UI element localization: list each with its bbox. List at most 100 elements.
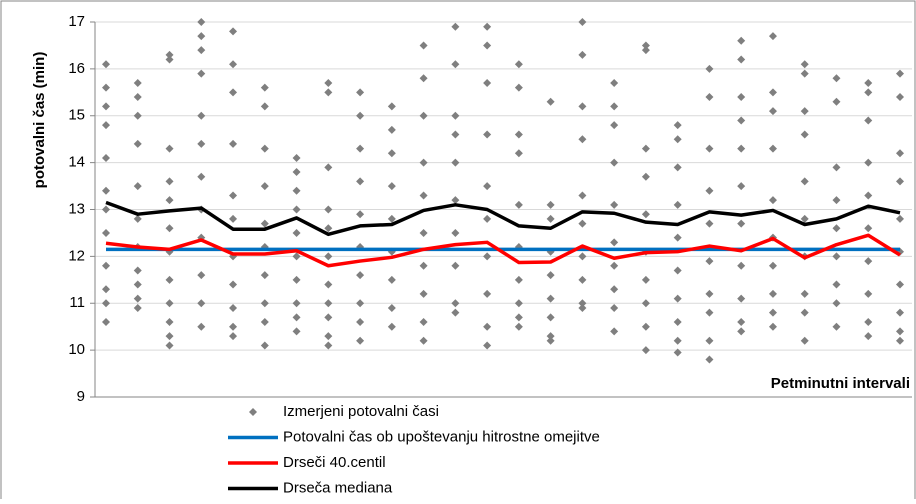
- scatter-point: [546, 214, 555, 223]
- scatter-point: [546, 313, 555, 322]
- scatter-point: [133, 111, 142, 120]
- scatter-point: [896, 69, 904, 78]
- scatter-point: [483, 214, 492, 223]
- scatter-point: [641, 41, 650, 50]
- scatter-point: [229, 303, 238, 312]
- scatter-point: [546, 336, 555, 345]
- scatter-point: [832, 163, 841, 172]
- scatter-point: [705, 308, 714, 317]
- scatter-point: [292, 228, 301, 237]
- scatter-point: [610, 261, 619, 270]
- scatter-point: [483, 22, 492, 31]
- scatter-point: [324, 332, 333, 341]
- scatter-point: [483, 252, 492, 261]
- scatter-point: [641, 275, 650, 284]
- scatter-point: [387, 102, 396, 111]
- scatter-point: [451, 299, 460, 308]
- scatter-point: [514, 83, 523, 92]
- scatter-point: [705, 289, 714, 298]
- scatter-point: [451, 158, 460, 167]
- scatter-point: [197, 111, 206, 120]
- scatter-point: [260, 299, 269, 308]
- scatter-point: [324, 280, 333, 289]
- scatter-point: [165, 332, 174, 341]
- scatter-point: [260, 318, 269, 326]
- scatter-point: [673, 348, 682, 357]
- scatter-point: [610, 200, 619, 209]
- scatter-point: [832, 280, 841, 289]
- scatter-point: [641, 346, 650, 355]
- scatter-point: [229, 139, 238, 148]
- scatter-point: [800, 107, 809, 116]
- legend-label: Izmerjeni potovalni časi: [283, 403, 439, 420]
- scatter-point: [165, 177, 174, 186]
- scatter-point: [292, 153, 301, 162]
- y-tick-label: 14: [68, 154, 85, 171]
- scatter-point: [324, 252, 333, 261]
- scatter-point: [800, 308, 809, 317]
- scatter-point: [641, 144, 650, 153]
- scatter-point: [737, 182, 746, 191]
- scatter-point: [705, 219, 714, 228]
- scatter-point: [356, 144, 365, 153]
- scatter-point: [260, 271, 269, 280]
- scatter-point: [832, 252, 841, 261]
- scatter-point: [896, 327, 904, 336]
- scatter-point: [102, 228, 110, 237]
- scatter-point: [610, 121, 619, 130]
- scatter-point: [324, 88, 333, 97]
- scatter-point: [705, 257, 714, 266]
- scatter-point: [896, 308, 904, 317]
- scatter-point: [737, 93, 746, 101]
- scatter-point: [419, 74, 428, 83]
- scatter-point: [133, 93, 142, 101]
- scatter-point: [610, 78, 619, 87]
- scatter-point: [514, 130, 523, 139]
- scatter-point: [641, 322, 650, 331]
- scatter-point: [260, 102, 269, 111]
- scatter-point: [229, 322, 238, 331]
- scatter-point: [292, 327, 301, 336]
- scatter-point: [800, 60, 809, 69]
- scatter-point: [705, 64, 714, 73]
- scatter-point: [292, 205, 301, 214]
- scatter-point: [260, 341, 269, 350]
- legend-label: Potovalni čas ob upoštevanju hitrostne o…: [283, 428, 600, 445]
- scatter-point: [546, 271, 555, 280]
- scatter-point: [896, 214, 904, 223]
- scatter-point: [768, 308, 777, 317]
- scatter-point: [165, 224, 174, 233]
- scatter-point: [387, 125, 396, 134]
- scatter-point: [356, 336, 365, 345]
- scatter-point: [451, 130, 460, 139]
- scatter-point: [133, 214, 142, 223]
- scatter-point: [641, 46, 650, 55]
- scatter-point: [514, 275, 523, 284]
- scatter-point: [229, 27, 238, 36]
- scatter-point: [737, 261, 746, 270]
- scatter-point: [197, 69, 206, 78]
- scatter-point: [197, 32, 206, 41]
- scatter-point: [324, 224, 333, 233]
- scatter-point: [737, 36, 746, 45]
- scatter-point: [610, 238, 619, 247]
- line-series: [105, 233, 901, 268]
- scatter-point: [578, 219, 587, 228]
- scatter-point: [546, 97, 555, 106]
- scatter-point: [673, 336, 682, 345]
- scatter-point: [451, 22, 460, 31]
- scatter-point: [483, 341, 492, 350]
- scatter-point: [578, 275, 587, 284]
- scatter-point: [641, 299, 650, 308]
- scatter-point: [578, 50, 587, 59]
- scatter-point: [292, 186, 301, 195]
- scatter-point: [324, 78, 333, 87]
- scatter-point: [705, 144, 714, 153]
- scatter-point: [800, 289, 809, 298]
- scatter-point: [641, 210, 650, 219]
- scatter-point: [705, 336, 714, 345]
- scatter-point: [102, 299, 110, 308]
- scatter-point: [578, 191, 587, 200]
- scatter-point: [419, 158, 428, 167]
- scatter-point: [546, 332, 555, 341]
